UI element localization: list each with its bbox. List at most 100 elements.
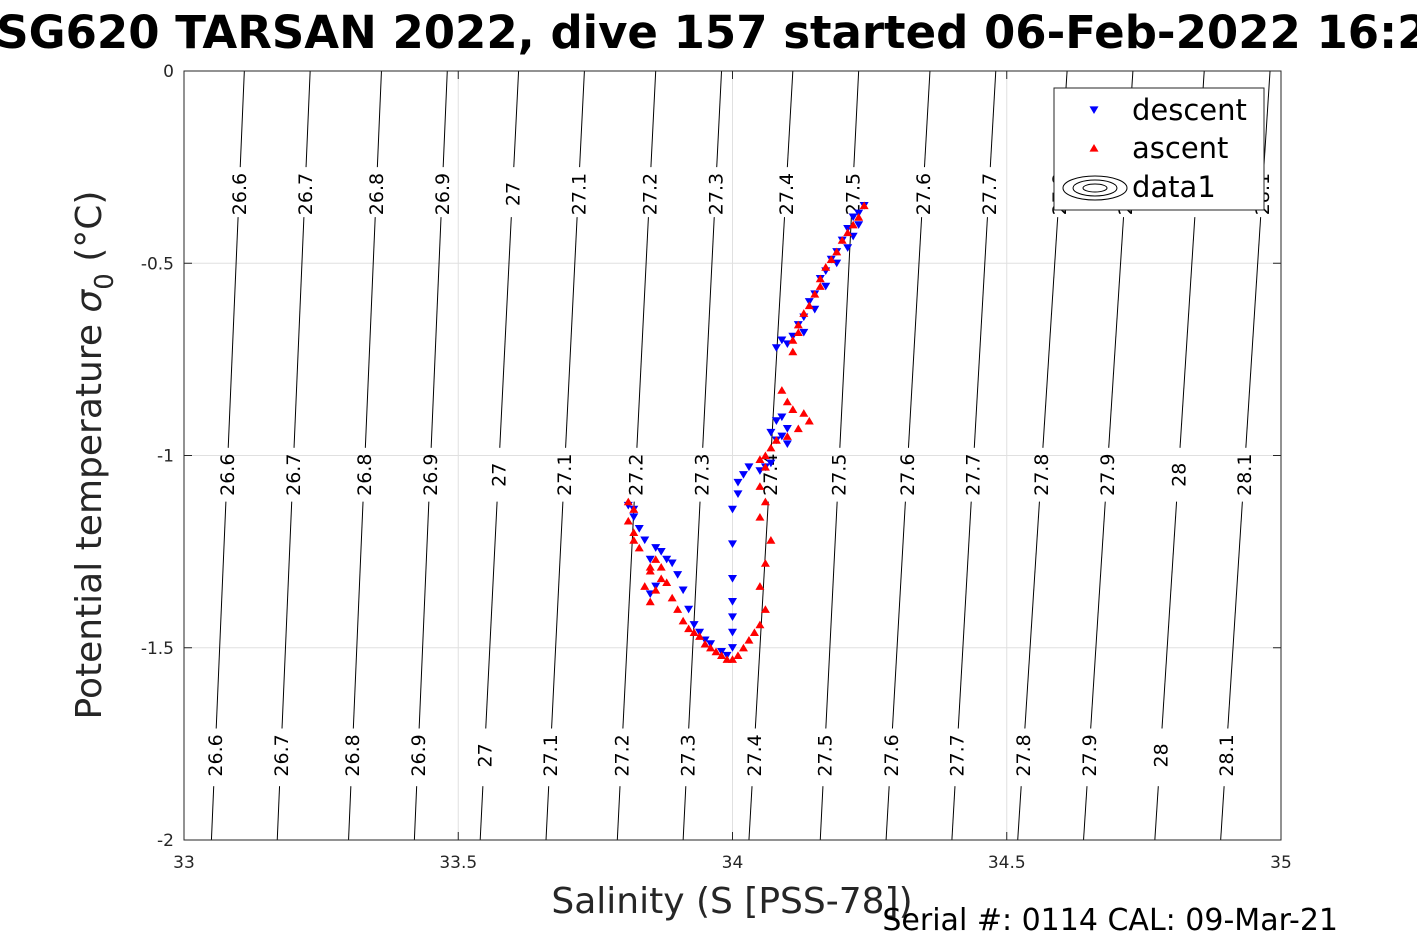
contour-line	[430, 217, 442, 448]
contour-line	[1083, 786, 1088, 841]
descent-point	[678, 586, 688, 595]
legend-label: descent	[1132, 93, 1247, 127]
ascent-point	[629, 505, 639, 513]
descent-point	[640, 536, 650, 545]
contour-label: 27.7	[963, 454, 985, 496]
ascent-point	[667, 593, 677, 602]
contour-label: 27.8	[1031, 454, 1053, 496]
contour-line	[1161, 501, 1178, 729]
descent-point	[733, 478, 743, 487]
ascent-point	[760, 605, 770, 613]
contour-line	[499, 217, 512, 448]
descent-point	[728, 644, 737, 652]
contour-26.8: 26.8 26.8 26.8	[342, 70, 388, 841]
y-axis-label-main: Potential temperature	[69, 313, 110, 720]
contour-line	[276, 786, 281, 841]
contour-label: 27.9	[1079, 734, 1101, 776]
contour-label: 28.1	[1234, 454, 1256, 496]
legend-item-data1: data1	[1062, 170, 1216, 204]
chart-title: SG620 TARSAN 2022, dive 157 started 06-F…	[0, 6, 1417, 59]
contour-27.5: 27.5 27.5 27.5	[814, 70, 865, 841]
x-tick-label: 34	[722, 853, 744, 873]
contour-label: 26.7	[271, 734, 293, 776]
contour-line	[616, 786, 621, 841]
contour-label: 27.8	[1013, 734, 1035, 776]
y-axis-label: Potential temperature σ0 (°C)	[69, 191, 120, 720]
descent-point	[771, 344, 781, 352]
ascent-point	[810, 289, 820, 298]
contour-line	[442, 70, 448, 168]
contour-line	[885, 786, 890, 841]
contour-line	[839, 217, 852, 448]
y-tick-label: -2	[157, 831, 174, 851]
legend-label: data1	[1132, 170, 1216, 204]
ascent-point	[793, 328, 803, 337]
descent-point	[777, 432, 787, 441]
descent-point	[733, 490, 743, 498]
contour-line	[825, 501, 838, 729]
contour-line	[1220, 786, 1225, 841]
x-axis-label: Salinity (S [PSS-78])	[551, 881, 912, 922]
descent-point	[848, 213, 858, 222]
legend-ascent-marker	[1089, 143, 1099, 152]
contour-line	[1017, 786, 1022, 841]
ascent-point	[854, 213, 864, 221]
contour-27.6: 27.6 27.6 27.6	[881, 70, 935, 841]
contour-label: 27.5	[828, 454, 850, 496]
descent-point	[728, 598, 737, 606]
contour-line	[227, 217, 239, 448]
descent-point	[843, 244, 853, 252]
contour-label: 26.8	[366, 173, 388, 215]
legend-contour-icon	[1062, 175, 1128, 201]
ascent-point	[684, 624, 694, 633]
legend-descent-marker	[1089, 106, 1099, 115]
descent-point	[782, 440, 792, 449]
ascent-point	[859, 201, 869, 210]
ascent-point	[804, 416, 814, 425]
contour-label: 28	[1168, 463, 1190, 487]
ascent-point	[645, 597, 655, 606]
contour-label: 27.2	[640, 173, 662, 215]
legend-contour-icon	[1072, 179, 1118, 197]
ascent-point	[744, 636, 754, 644]
contour-27.7: 27.7 27.7 27.7	[947, 70, 1001, 841]
contour-line	[688, 501, 701, 729]
ascent-point	[793, 320, 803, 329]
descent-point	[629, 513, 639, 522]
ascent-point	[777, 386, 787, 394]
contour-label: 27	[474, 743, 496, 767]
ascent-point	[656, 562, 666, 571]
contour-label: 26.9	[432, 173, 454, 215]
ascent-point	[662, 578, 672, 586]
ascent-point	[755, 482, 765, 490]
contour-line	[352, 501, 364, 729]
x-tick-label: 34.5	[988, 853, 1026, 873]
ascent-point	[623, 516, 633, 525]
contour-line	[239, 70, 245, 168]
contour-line	[565, 217, 578, 448]
contour-line	[1245, 217, 1262, 448]
descent-point	[728, 540, 737, 548]
ascent-point	[755, 620, 765, 629]
ascent-point	[645, 562, 655, 571]
contour-line	[957, 501, 972, 729]
ascent-point	[700, 639, 710, 648]
contour-label: 27.6	[897, 454, 919, 496]
descent-point	[667, 559, 677, 568]
descent-point	[656, 548, 666, 556]
x-tick-label: 35	[1270, 853, 1292, 873]
ascent-point	[706, 643, 716, 652]
ascent-point	[695, 632, 705, 640]
descent-point	[684, 605, 694, 614]
ascent-point	[656, 574, 666, 583]
axes-layer: 33 33.5 34 34.5 35 0 -0.5 -1 -1.5 -2	[141, 62, 1292, 873]
contour-26.7: 26.7 26.7 26.7	[271, 70, 317, 841]
contour-label: 27.5	[814, 734, 836, 776]
ascent-point	[738, 643, 748, 652]
ascent-point	[766, 443, 776, 452]
contour-line	[754, 501, 769, 729]
contour-line	[923, 70, 931, 168]
ascent-point	[678, 616, 688, 625]
x-tick-label: 33.5	[439, 853, 477, 873]
contour-label: 27.7	[979, 173, 1001, 215]
